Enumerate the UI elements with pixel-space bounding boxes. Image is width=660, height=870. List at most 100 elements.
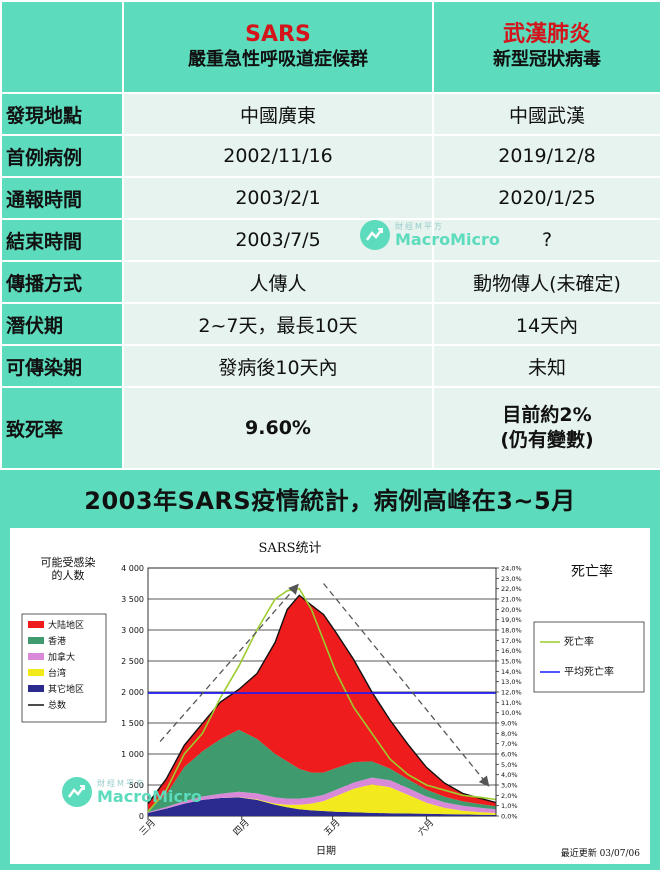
y2-tick-label: 16,0% — [501, 647, 522, 655]
death-rate-line — [147, 587, 497, 813]
legend-swatch — [28, 685, 44, 692]
row-label: 可傳染期 — [0, 344, 124, 388]
macromicro-logo-icon — [360, 220, 390, 250]
wuhan-subtitle: 新型冠狀病毒 — [493, 49, 601, 70]
wuhan-value: 動物傳人(未確定) — [432, 260, 660, 304]
wuhan-value: 2020/1/25 — [432, 176, 660, 220]
wuhan-value: 14天內 — [432, 302, 660, 346]
table-header-row: SARS 嚴重急性呼吸道症候群 武漢肺炎 新型冠狀病毒 — [0, 0, 660, 94]
legend-label: 死亡率 — [564, 635, 594, 648]
chart-title: SARS统计 — [259, 541, 322, 556]
sars-value: 2002/11/16 — [122, 134, 434, 178]
x-tick-label: 六月 — [415, 817, 436, 838]
x-tick-label: 四月 — [231, 817, 252, 838]
wuhan-title: 武漢肺炎 — [502, 22, 591, 47]
legend-label: 香港 — [48, 635, 66, 647]
watermark-cn: 財經M平方 — [395, 221, 444, 231]
section-title: 2003年SARS疫情統計，病例高峰在3~5月 — [84, 487, 576, 515]
table-row: 首例病例 2002/11/16 2019/12/8 — [0, 134, 660, 178]
row-label: 通報時間 — [0, 176, 124, 220]
y2-tick-label: 24,0% — [501, 565, 522, 573]
y2-tick-label: 9,0% — [501, 720, 518, 728]
watermark-en: MacroMicro — [395, 229, 500, 249]
table-row: 通報時間 2003/2/1 2020/1/25 — [0, 176, 660, 220]
chart-updated: 最近更新 03/07/06 — [561, 847, 641, 859]
table-row: 傳播方式 人傳人 動物傳人(未確定) — [0, 260, 660, 304]
y2-tick-label: 8,0% — [501, 730, 518, 738]
watermark-cn: 財經M平方 — [97, 778, 146, 788]
chart-ylabel-right: 死亡率 — [571, 563, 613, 580]
legend-swatch — [28, 653, 44, 660]
legend-label: 加拿大 — [48, 651, 75, 663]
y-tick-label: 1 500 — [121, 719, 144, 728]
y2-tick-label: 1,0% — [501, 802, 518, 810]
y-tick-label: 500 — [129, 781, 144, 790]
y-tick-label: 2 500 — [121, 657, 144, 666]
y-tick-label: 2 000 — [121, 688, 144, 697]
wuhan-value: 未知 — [432, 344, 660, 388]
legend-label: 大陆地区 — [48, 619, 84, 631]
sars-fatality-value: 9.60% — [122, 386, 434, 470]
y2-tick-label: 13,0% — [501, 678, 522, 686]
table-row: 潛伏期 2~7天，最長10天 14天內 — [0, 302, 660, 346]
row-label: 首例病例 — [0, 134, 124, 178]
y2-tick-label: 14,0% — [501, 668, 522, 676]
table-row: 結束時間 2003/7/5 ? — [0, 218, 660, 262]
wuhan-fatality-line2: (仍有變數) — [500, 429, 594, 451]
area-其它地区 — [148, 797, 496, 816]
y-tick-label: 3 500 — [121, 595, 144, 604]
y2-tick-label: 20,0% — [501, 606, 522, 614]
chart-svg: SARS统计 可能受感染的人数 死亡率 日期 最近更新 03/07/06 0 50… — [21, 541, 645, 859]
row-label: 潛伏期 — [0, 302, 124, 346]
header-empty-cell — [0, 0, 124, 94]
total-line — [147, 594, 497, 805]
y-tick-label: 3 000 — [121, 626, 144, 635]
sars-value: 中國廣東 — [122, 92, 434, 136]
y2-tick-label: 11,0% — [501, 699, 522, 707]
y2-tick-label: 6,0% — [501, 751, 518, 759]
header-wuhan: 武漢肺炎 新型冠狀病毒 — [432, 0, 660, 94]
legend-label: 其它地区 — [48, 683, 84, 695]
macromicro-logo-icon — [62, 777, 92, 807]
wuhan-fatality-value: 目前約2% (仍有變數) — [432, 386, 660, 470]
chart-xlabel: 日期 — [316, 845, 336, 857]
wuhan-value: 中國武漢 — [432, 92, 660, 136]
legend-label: 总数 — [48, 699, 66, 711]
comparison-table: SARS 嚴重急性呼吸道症候群 武漢肺炎 新型冠狀病毒 發現地點 中國廣東 中國… — [0, 0, 660, 470]
row-label: 結束時間 — [0, 218, 124, 262]
y2-tick-label: 18,0% — [501, 627, 522, 635]
y2-tick-label: 17,0% — [501, 637, 522, 645]
x-tick-label: 五月 — [322, 817, 343, 838]
legend-box — [21, 613, 107, 723]
wuhan-fatality-line1: 目前約2% — [502, 404, 592, 426]
legend-label: 台湾 — [48, 667, 66, 679]
y2-tick-label: 15,0% — [501, 658, 522, 666]
wuhan-value: 2019/12/8 — [432, 134, 660, 178]
sars-chart: SARS统计 可能受感染的人数 死亡率 日期 最近更新 03/07/06 0 50… — [10, 528, 650, 864]
legend-label: 平均死亡率 — [564, 665, 614, 678]
sars-value: 2003/2/1 — [122, 176, 434, 220]
legend-swatch — [28, 669, 44, 676]
table-row: 發現地點 中國廣東 中國武漢 — [0, 92, 660, 136]
y-tick-label: 0 — [139, 812, 144, 821]
fall-arrow — [323, 583, 490, 787]
watermark-table: 財經M平方 MacroMicro — [360, 220, 500, 250]
sars-value: 人傳人 — [122, 260, 434, 304]
header-sars: SARS 嚴重急性呼吸道症候群 — [122, 0, 434, 94]
row-label: 發現地點 — [0, 92, 124, 136]
sars-value: 發病後10天內 — [122, 344, 434, 388]
watermark-chart: 財經M平方 MacroMicro — [62, 777, 202, 807]
area-台湾 — [148, 784, 496, 815]
y-tick-label: 4 000 — [121, 564, 144, 573]
sars-subtitle: 嚴重急性呼吸道症候群 — [188, 49, 368, 70]
y2-tick-label: 4,0% — [501, 771, 518, 779]
y2-tick-label: 22,0% — [501, 585, 522, 593]
row-label: 傳播方式 — [0, 260, 124, 304]
y2-tick-label: 5,0% — [501, 761, 518, 769]
rise-arrow — [159, 583, 299, 743]
chart-ylabel: 可能受感染的人数 — [41, 555, 96, 582]
legend-right-box — [533, 621, 645, 693]
area-加拿大 — [148, 777, 496, 813]
y2-tick-label: 7,0% — [501, 740, 518, 748]
